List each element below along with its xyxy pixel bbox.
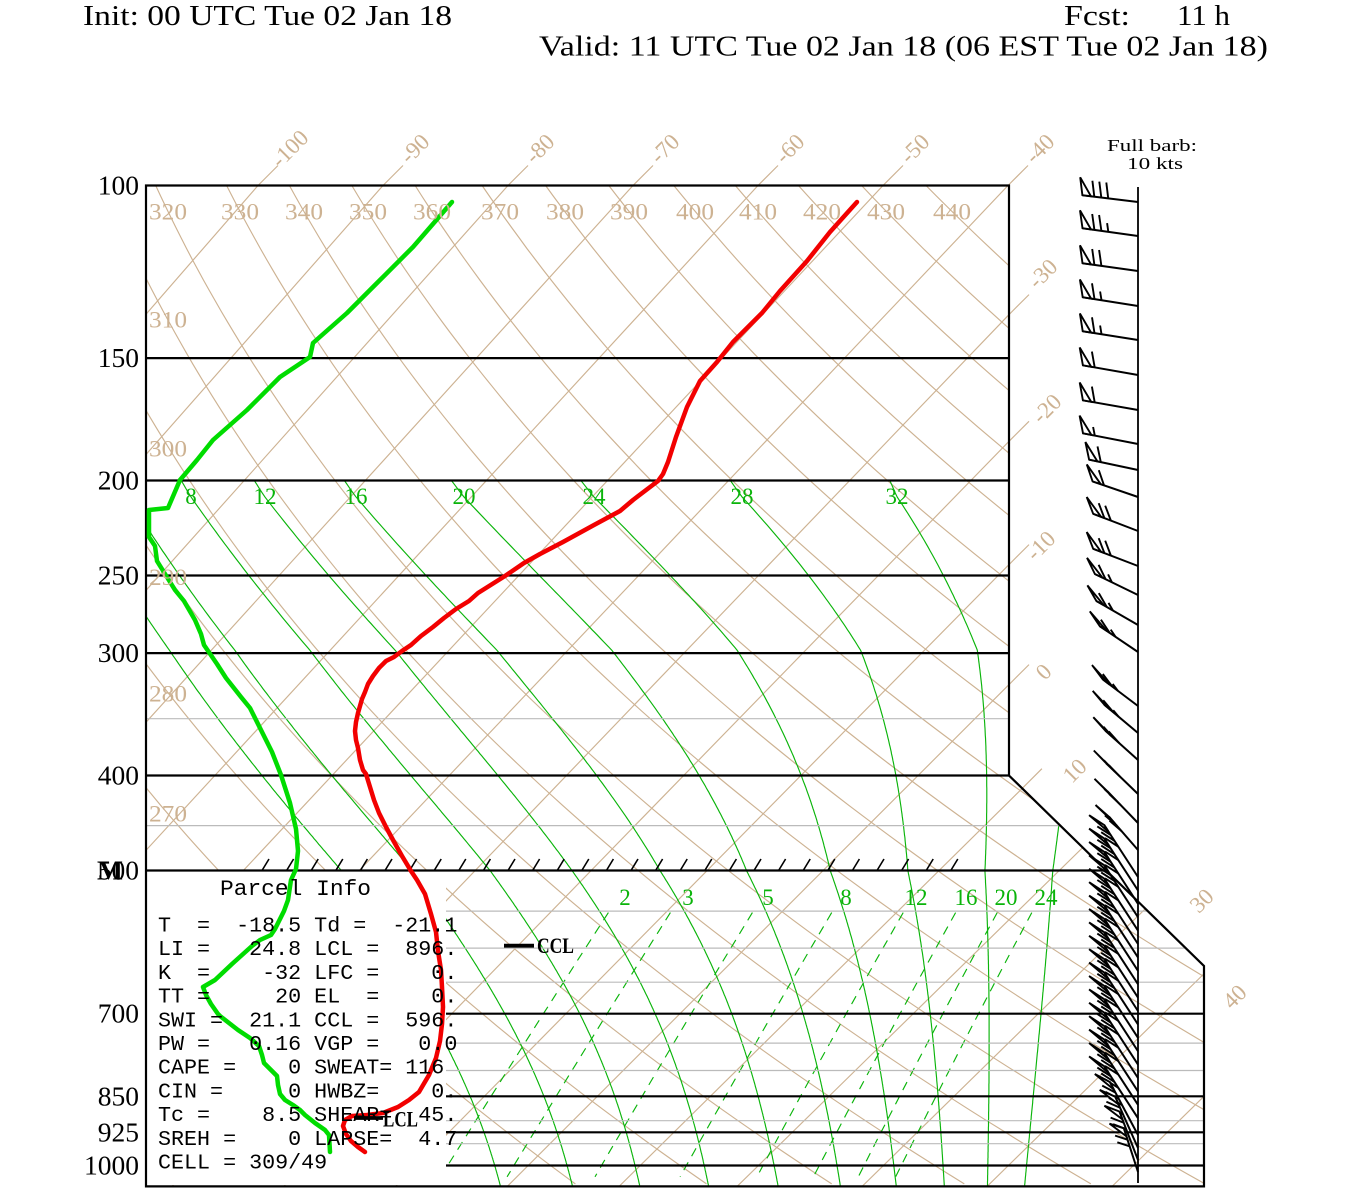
svg-text:390: 390 [610,200,648,225]
svg-text:11 h: 11 h [1177,1,1230,32]
svg-text:270: 270 [149,802,187,827]
svg-text:TT = 20 EL = 0.: TT = 20 EL = 0. [158,985,457,1010]
svg-text:3: 3 [682,885,694,910]
svg-text:K = -32 LFC = 0.: K = -32 LFC = 0. [158,961,457,986]
svg-text:370: 370 [481,200,519,225]
svg-text:310: 310 [149,308,187,333]
svg-text:SREH = 0 LAPSE= 4.7: SREH = 0 LAPSE= 4.7 [158,1127,457,1152]
svg-text:850: 850 [98,1080,139,1111]
svg-text:400: 400 [676,200,714,225]
svg-text:24: 24 [1035,885,1059,910]
svg-text:8: 8 [840,885,852,910]
svg-text:5: 5 [762,885,774,910]
svg-text:CAPE = 0 SWEAT= 116: CAPE = 0 SWEAT= 116 [158,1056,444,1081]
svg-text:Fcst:: Fcst: [1064,1,1130,32]
svg-text:12: 12 [905,885,928,910]
svg-text:Full barb:: Full barb: [1107,136,1197,155]
svg-text:320: 320 [149,200,187,225]
svg-text:410: 410 [739,200,777,225]
svg-text:500: 500 [98,854,139,885]
svg-text:400: 400 [98,760,139,791]
svg-text:290: 290 [149,565,187,590]
svg-text:16: 16 [345,484,368,509]
svg-text:280: 280 [149,682,187,707]
svg-text:2: 2 [619,885,631,910]
svg-text:150: 150 [98,342,139,373]
svg-text:700: 700 [98,998,139,1029]
svg-text:CCL: CCL [537,933,574,958]
svg-text:420: 420 [803,200,841,225]
svg-text:1000: 1000 [84,1150,139,1181]
svg-text:Parcel Info: Parcel Info [220,876,371,902]
svg-text:12: 12 [254,484,277,509]
svg-text:Init: 00 UTC Tue 02 Jan 18: Init: 00 UTC Tue 02 Jan 18 [83,1,452,32]
svg-text:250: 250 [98,559,139,590]
svg-text:380: 380 [546,200,584,225]
svg-text:300: 300 [98,637,139,668]
svg-text:100: 100 [98,170,139,201]
svg-text:CELL = 309/49: CELL = 309/49 [158,1151,327,1176]
svg-text:T = -18.5 Td = -21.1: T = -18.5 Td = -21.1 [158,914,457,939]
svg-text:32: 32 [886,484,909,509]
svg-text:LI = 24.8 LCL = 896.: LI = 24.8 LCL = 896. [158,937,457,962]
svg-text:SWI = 21.1 CCL = 596.: SWI = 21.1 CCL = 596. [158,1008,457,1033]
svg-text:24: 24 [583,484,607,509]
svg-text:CIN = 0 HWBZ= 0.: CIN = 0 HWBZ= 0. [158,1079,457,1104]
svg-text:430: 430 [867,200,905,225]
svg-text:925: 925 [98,1116,139,1147]
svg-text:20: 20 [453,484,476,509]
svg-text:360: 360 [413,200,451,225]
svg-text:Tc = 8.5 SHEAR= 45.: Tc = 8.5 SHEAR= 45. [158,1103,457,1128]
svg-text:28: 28 [731,484,754,509]
svg-text:10 kts: 10 kts [1127,154,1183,173]
svg-text:8: 8 [185,484,197,509]
svg-text:300: 300 [149,437,187,462]
svg-text:330: 330 [221,200,259,225]
svg-text:M: M [97,854,123,885]
svg-text:350: 350 [349,200,387,225]
svg-text:LCL: LCL [383,1107,418,1132]
svg-text:PW = 0.16 VGP = 0.0: PW = 0.16 VGP = 0.0 [158,1032,457,1057]
svg-text:440: 440 [933,200,971,225]
svg-text:Valid: 11 UTC Tue 02 Jan 18 (0: Valid: 11 UTC Tue 02 Jan 18 (06 EST Tue … [539,32,1268,63]
svg-text:20: 20 [995,885,1018,910]
svg-text:340: 340 [285,200,323,225]
svg-text:200: 200 [98,465,139,496]
svg-text:16: 16 [955,885,978,910]
